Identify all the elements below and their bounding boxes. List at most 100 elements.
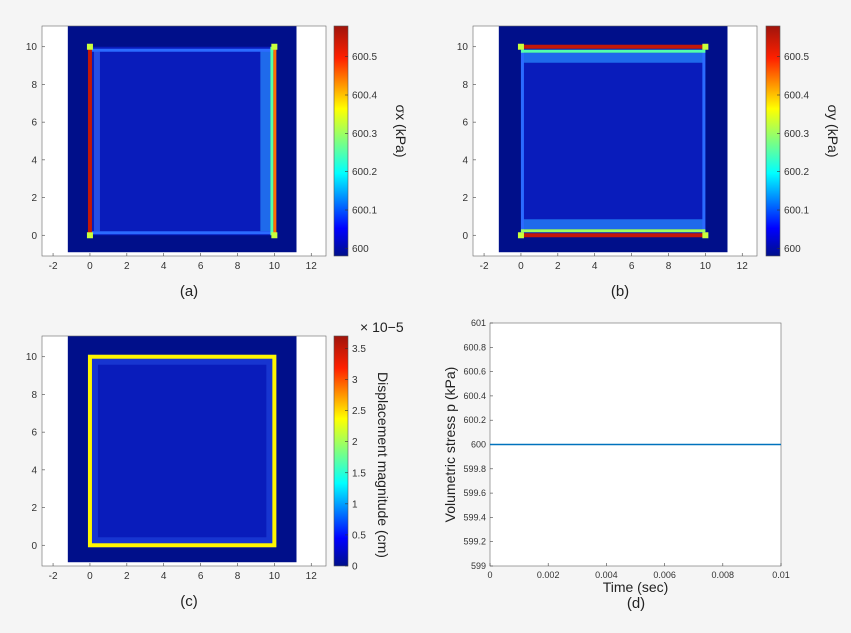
y-tick-label: 2 (31, 193, 37, 204)
y-tick-label: 0 (31, 231, 37, 242)
panel-a: -2 0 2 4 6 8 10 12 0 2 4 6 8 10 600 600.1 600.2 600.3 600.… (26, 25, 409, 272)
colorbar (333, 335, 349, 567)
y-tick-label: 6 (31, 428, 37, 439)
colorbar-tick-label: 2 (352, 437, 358, 448)
x-tick-label: 6 (629, 261, 635, 272)
corner-marker (517, 43, 524, 50)
colorbar-label: Displacement magnitude (cm) (375, 372, 391, 558)
y-tick-label: 600.6 (463, 367, 486, 377)
interior-field (89, 46, 275, 236)
y-tick-label: 8 (462, 80, 468, 91)
halo-bottom (522, 219, 704, 230)
halo-ring (87, 354, 277, 548)
corner-marker (517, 232, 524, 239)
x-tick-label: 4 (592, 261, 598, 272)
colorbar-tick-label: 600.5 (784, 52, 809, 63)
y-tick-label: 2 (31, 503, 37, 514)
edge-left-max (87, 46, 92, 236)
x-tick-label: 8 (235, 261, 241, 272)
colorbar (333, 25, 349, 257)
x-tick-label: 0.004 (595, 570, 618, 580)
panel-d: 0 0.002 0.004 0.006 0.008 0.01 599 599.2 599.4 59… (442, 318, 790, 595)
colorbar-tick-label: 3.5 (352, 344, 366, 355)
edge-bottom-max (520, 233, 706, 238)
colorbar-tick-label: 600.2 (784, 167, 809, 178)
y-tick-label: 599.4 (463, 512, 486, 522)
panel-label-b: (b) (611, 283, 629, 300)
corner-marker (702, 43, 709, 50)
edge-top-max (520, 44, 706, 49)
colorbar-label: σx (kPa) (393, 105, 409, 158)
y-tick-label: 10 (26, 352, 38, 363)
x-tick-label: 0.01 (772, 570, 790, 580)
colorbar-tick-label: 600.4 (784, 91, 809, 102)
halo-right (260, 50, 271, 232)
colorbar-tick-label: 1.5 (352, 468, 366, 479)
colorbar-tick-label: 600.1 (784, 206, 809, 217)
x-tick-label: 0.008 (712, 570, 735, 580)
y-tick-label: 600.4 (463, 391, 486, 401)
x-tick-label: 10 (269, 571, 281, 582)
y-tick-label: 8 (31, 390, 37, 401)
x-tick-label: 10 (700, 261, 712, 272)
edge-bottom (89, 231, 275, 235)
y-tick-label: 601 (471, 318, 486, 328)
edge-top (89, 48, 275, 52)
y-tick-label: 599.6 (463, 488, 486, 498)
y-tick-label: 599.2 (463, 537, 486, 547)
colorbar-tick-label: 3 (352, 375, 358, 386)
x-tick-label: 12 (737, 261, 749, 272)
x-tick-label: 0 (487, 570, 492, 580)
corner-marker (702, 232, 709, 239)
x-tick-label: 0 (87, 571, 93, 582)
x-tick-label: 6 (198, 571, 204, 582)
edge-right (273, 46, 277, 236)
corner-marker (86, 43, 93, 50)
corner-marker (271, 43, 278, 50)
colorbar-tick-label: 600.3 (352, 129, 377, 140)
edge-left (520, 46, 524, 236)
edge-bottom-inner (520, 229, 706, 233)
x-tick-label: 0 (518, 261, 524, 272)
x-tick-label: -2 (480, 261, 489, 272)
panel-b: -2 0 2 4 6 8 10 12 0 2 4 6 8 10 600 600.1 600.2 600.3 600.… (457, 25, 841, 272)
colorbar-tick-label: 600.1 (352, 206, 377, 217)
halo-top (522, 52, 704, 63)
corner-marker (86, 232, 93, 239)
y-tick-label: 10 (457, 42, 469, 53)
y-tick-label: 0 (462, 231, 468, 242)
axes-frame (41, 335, 327, 567)
colorbar-tick-label: 0.5 (352, 530, 366, 541)
x-tick-label: 0.002 (537, 570, 560, 580)
x-tick-label: 2 (124, 571, 130, 582)
x-tick-label: 12 (306, 571, 318, 582)
x-tick-label: 8 (235, 571, 241, 582)
axes-frame (41, 25, 327, 257)
colorbar-tick-label: 600.4 (352, 91, 377, 102)
y-tick-label: 2 (462, 193, 468, 204)
y-tick-label: 4 (462, 155, 468, 166)
interior-field (520, 46, 706, 236)
y-tick-label: 4 (31, 155, 37, 166)
edge-top-inner (520, 49, 706, 53)
axes-frame (472, 25, 758, 257)
x-tick-label: 2 (124, 261, 130, 272)
colorbar-label: σy (kPa) (825, 105, 841, 158)
x-tick-label: 8 (666, 261, 672, 272)
x-tick-label: 4 (161, 261, 167, 272)
corner-marker (271, 232, 278, 239)
colorbar-tick-label: 600 (352, 244, 369, 255)
halo-left (93, 50, 100, 232)
colorbar-tick-label: 600.5 (352, 52, 377, 63)
boundary-ring (87, 354, 277, 548)
y-tick-label: 600 (471, 440, 486, 450)
y-axis-title: Volumetric stress p (kPa) (442, 367, 458, 523)
x-tick-label: 12 (306, 261, 318, 272)
interior-field (89, 356, 275, 546)
x-tick-label: 10 (269, 261, 281, 272)
edge-right-inner (270, 46, 274, 236)
y-tick-label: 599.8 (463, 464, 486, 474)
colorbar-tick-label: 1 (352, 499, 358, 510)
panel-c: -2 0 2 4 6 8 10 12 0 2 4 6 8 10 0 0.5 1 1.5 2 2.5 3 3.5 Displa… (26, 319, 404, 582)
